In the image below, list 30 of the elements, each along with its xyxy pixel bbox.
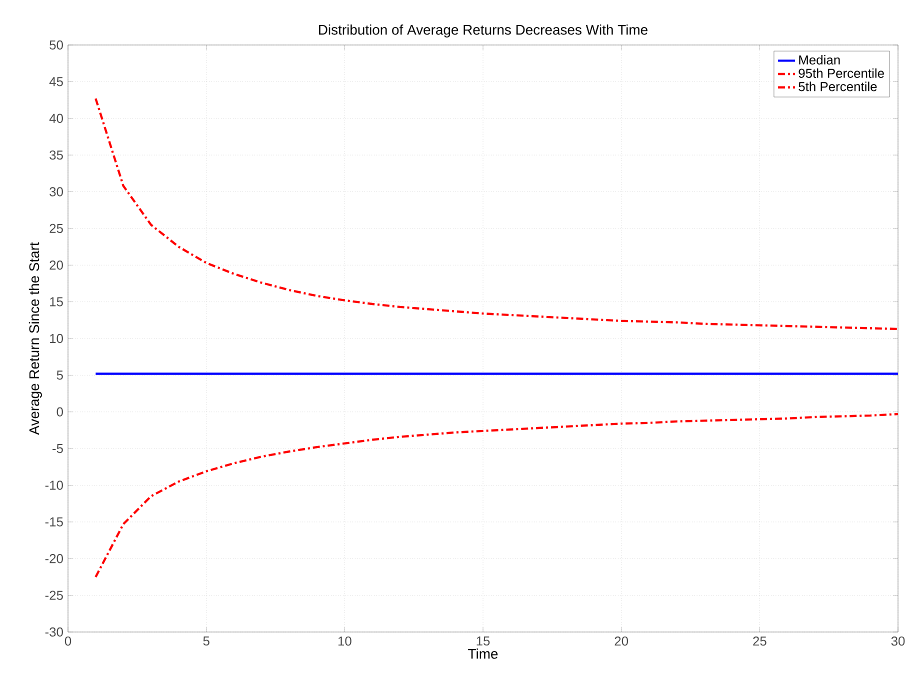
x-tick-label: 0 (64, 636, 72, 646)
x-tick-label: 25 (753, 636, 766, 646)
y-tick-label: 35 (50, 150, 63, 160)
y-tick-label: 30 (50, 187, 63, 196)
chart-title: Distribution of Average Returns Decreases With Time (319, 24, 648, 38)
legend-label: Median (799, 55, 840, 65)
y-tick-label: 0 (56, 407, 63, 416)
y-tick-label: 10 (50, 334, 63, 344)
x-tick-label: 15 (476, 636, 490, 646)
y-tick-label: 40 (49, 114, 63, 123)
y-tick-label: -5 (52, 444, 63, 454)
y-axis-title: Average Return Since the Start (28, 242, 42, 435)
y-tick-label: -15 (45, 517, 63, 526)
y-tick-label: 15 (50, 297, 63, 306)
y-tick-label: 45 (49, 77, 63, 86)
x-tick-label: 30 (891, 636, 905, 646)
x-tick-label: 10 (338, 636, 352, 646)
y-tick-label: 5 (56, 370, 63, 380)
y-tick-label: 20 (50, 260, 63, 270)
y-tick-label: -30 (45, 627, 63, 637)
y-tick-label: 25 (50, 224, 63, 234)
y-tick-label: -25 (45, 590, 63, 600)
x-tick-label: 20 (614, 636, 628, 646)
x-tick-label: 5 (203, 636, 210, 646)
y-tick-label: -10 (45, 480, 63, 490)
x-axis-title: Time (468, 648, 498, 659)
legend-label: 95th Percentile (798, 68, 884, 78)
y-tick-label: 50 (50, 40, 63, 50)
y-tick-label: -20 (45, 554, 63, 564)
legend-label: 5th Percentile (798, 82, 877, 92)
